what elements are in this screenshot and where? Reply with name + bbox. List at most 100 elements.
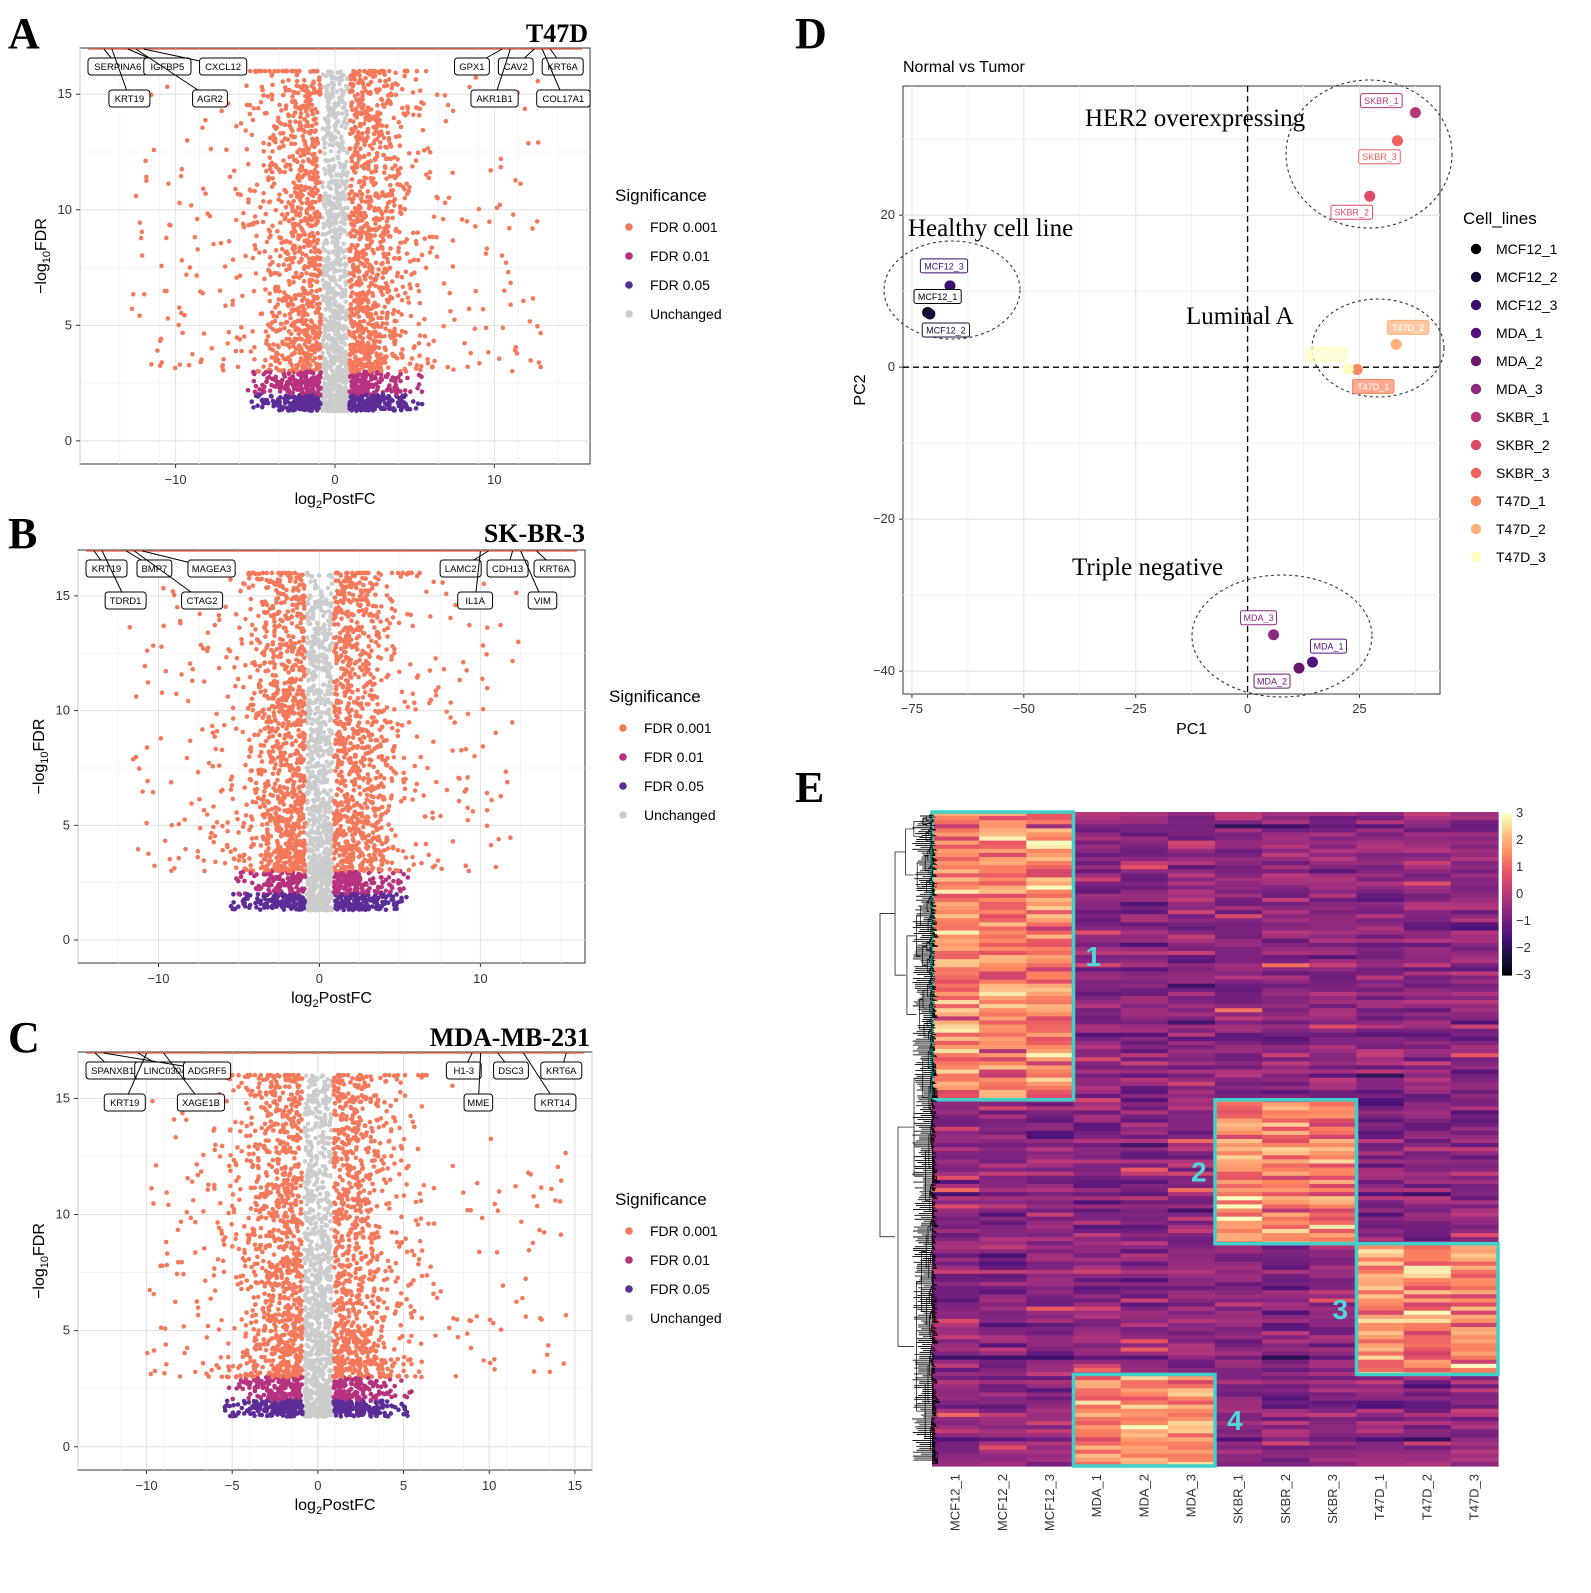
point-fdr-0-001	[402, 206, 408, 212]
point-fdr-0-001	[423, 265, 429, 271]
point-unchanged	[343, 279, 348, 285]
y-tick-label: 15	[58, 86, 72, 101]
point-fdr-0-001	[274, 365, 279, 371]
point-unchanged	[329, 827, 334, 833]
point-unchanged	[324, 759, 330, 764]
point-fdr-0-001	[267, 298, 273, 304]
point-fdr-0-001	[291, 198, 296, 204]
point-fdr-0-001	[417, 300, 423, 306]
point-fdr-0-001	[387, 199, 392, 205]
point-unchanged	[335, 119, 341, 124]
point-unchanged	[307, 656, 313, 662]
panel-title: T47D	[526, 19, 588, 48]
point-unchanged	[329, 362, 334, 368]
point-fdr-0-001	[417, 333, 423, 338]
point-fdr-0-001	[267, 163, 273, 168]
point-fdr-0-001	[355, 92, 360, 97]
point-unchanged	[339, 294, 344, 300]
point-fdr-0-001	[422, 333, 428, 339]
point-unchanged	[341, 241, 346, 247]
point-fdr-0-001	[347, 256, 352, 262]
point-fdr-0-001	[367, 117, 372, 123]
point-fdr-0-001	[397, 229, 402, 235]
point-fdr-0-001	[290, 68, 295, 74]
point-fdr-0-001	[297, 68, 302, 74]
point-fdr-0-001	[365, 300, 371, 305]
point-fdr-0-001	[276, 262, 281, 268]
point-fdr-0-001	[155, 348, 160, 353]
point-fdr-0-001	[220, 362, 226, 368]
point-unchanged	[326, 283, 331, 289]
point-fdr-0-01	[286, 371, 292, 377]
point-unchanged	[343, 115, 348, 121]
point-unchanged	[334, 182, 340, 188]
point-unchanged	[339, 291, 344, 297]
point-unchanged	[323, 307, 328, 312]
point-fdr-0-001	[230, 302, 236, 307]
point-fdr-0-001	[364, 272, 369, 278]
point-fdr-0-001	[413, 238, 419, 244]
point-fdr-0-05	[368, 401, 374, 407]
point-fdr-0-001	[298, 292, 304, 298]
point-fdr-0-001	[314, 220, 320, 226]
point-fdr-0-001	[317, 198, 322, 203]
point-fdr-0-001	[303, 93, 308, 99]
point-fdr-0-001	[489, 797, 494, 803]
point-unchanged	[326, 888, 331, 894]
point-unchanged	[322, 636, 328, 641]
point-fdr-0-001	[302, 327, 308, 333]
point-unchanged	[326, 92, 331, 97]
point-fdr-0-001	[366, 163, 371, 168]
point-fdr-0-001	[296, 236, 301, 241]
point-fdr-0-001	[410, 90, 416, 95]
point-unchanged	[328, 228, 334, 234]
point-fdr-0-001	[137, 313, 142, 319]
point-fdr-0-001	[291, 279, 296, 285]
point-fdr-0-001	[247, 187, 253, 192]
point-unchanged	[341, 171, 347, 177]
point-unchanged	[310, 685, 315, 690]
point-fdr-0-001	[233, 186, 238, 192]
point-unchanged	[322, 749, 327, 755]
point-fdr-0-001	[366, 352, 371, 358]
point-fdr-0-001	[276, 167, 282, 172]
point-fdr-0-001	[281, 143, 286, 149]
point-fdr-0-001	[317, 326, 322, 331]
point-fdr-0-001	[354, 249, 360, 254]
point-fdr-0-001	[429, 245, 435, 251]
point-fdr-0-001	[507, 225, 512, 231]
point-fdr-0-001	[427, 150, 433, 155]
point-fdr-0-001	[264, 239, 270, 245]
point-unchanged	[314, 690, 320, 695]
point-fdr-0-001	[387, 328, 393, 334]
point-unchanged	[319, 592, 325, 598]
point-fdr-0-001	[368, 175, 373, 181]
point-fdr-0-001	[358, 233, 364, 238]
point-fdr-0-001	[252, 188, 258, 194]
point-fdr-0-001	[247, 102, 253, 108]
point-fdr-0-001	[411, 230, 416, 236]
point-unchanged	[321, 839, 327, 845]
x-tick-label: −10	[165, 472, 187, 487]
point-fdr-0-05	[350, 400, 355, 405]
point-unchanged	[328, 572, 333, 578]
point-fdr-0-001	[348, 284, 354, 290]
point-fdr-0-001	[311, 79, 316, 84]
point-unchanged	[320, 184, 326, 190]
point-fdr-0-001	[365, 189, 371, 194]
point-unchanged	[317, 746, 322, 752]
point-fdr-0-001	[353, 219, 359, 225]
point-fdr-0-001	[380, 275, 386, 281]
point-fdr-0-001	[413, 77, 419, 82]
point-unchanged	[321, 765, 327, 771]
point-fdr-0-001	[348, 271, 353, 276]
point-fdr-0-001	[305, 237, 310, 243]
point-fdr-0-001	[262, 276, 267, 282]
point-fdr-0-001	[384, 321, 390, 326]
point-fdr-0-001	[356, 154, 362, 159]
point-unchanged	[341, 211, 347, 216]
point-fdr-0-001	[396, 249, 401, 255]
point-fdr-0-05	[386, 393, 391, 399]
point-fdr-0-01	[363, 375, 368, 380]
point-unchanged	[310, 633, 316, 639]
